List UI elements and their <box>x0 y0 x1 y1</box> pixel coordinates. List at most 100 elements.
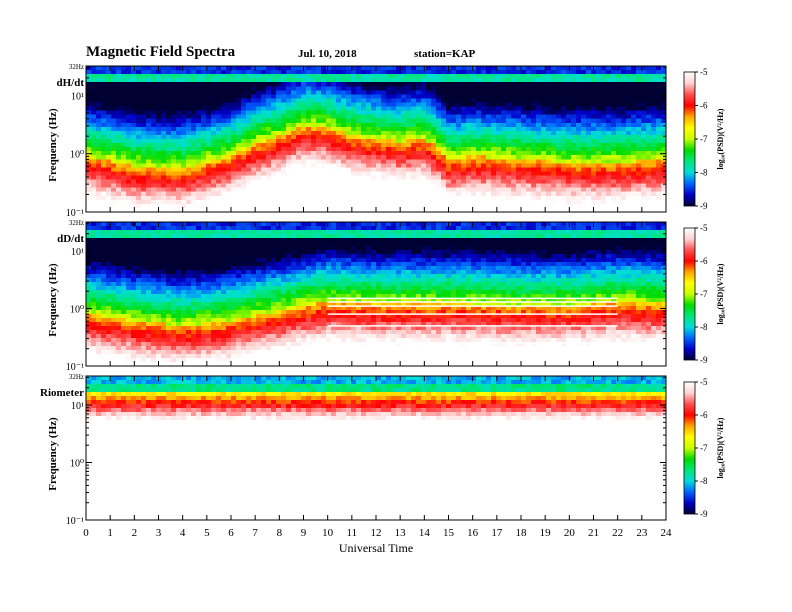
heatmap-cell <box>626 70 631 74</box>
heatmap-cell <box>526 180 531 184</box>
heatmap-cell <box>266 167 271 171</box>
heatmap-cell <box>371 127 376 131</box>
heatmap-cell <box>91 82 96 86</box>
heatmap-cell <box>406 94 411 98</box>
heatmap-cell <box>406 204 411 208</box>
heatmap-cell <box>166 350 171 354</box>
heatmap-cell <box>406 171 411 175</box>
heatmap-cell <box>186 180 191 184</box>
heatmap-cell <box>216 143 221 147</box>
heatmap-cell <box>586 163 591 167</box>
heatmap-cell <box>541 103 546 107</box>
heatmap-cell <box>396 139 401 143</box>
heatmap-cell <box>476 115 481 119</box>
heatmap-cell <box>131 78 136 82</box>
heatmap-cell <box>146 147 151 151</box>
heatmap-cell <box>236 151 241 155</box>
heatmap-cell <box>511 196 516 200</box>
heatmap-cell <box>401 86 406 90</box>
heatmap-cell <box>461 204 466 208</box>
heatmap-cell <box>571 176 576 180</box>
heatmap-cell <box>401 78 406 82</box>
heatmap-cell <box>96 358 101 362</box>
heatmap-cell <box>146 262 151 266</box>
heatmap-cell <box>121 171 126 175</box>
heatmap-cell <box>441 176 446 180</box>
heatmap-cell <box>186 176 191 180</box>
heatmap-cell <box>206 127 211 131</box>
heatmap-cell <box>371 98 376 102</box>
heatmap-cell <box>131 234 136 238</box>
heatmap-cell <box>421 86 426 90</box>
heatmap-cell <box>611 82 616 86</box>
heatmap-cell <box>411 171 416 175</box>
heatmap-cell <box>576 70 581 74</box>
heatmap-cell <box>181 74 186 78</box>
heatmap-cell <box>621 98 626 102</box>
heatmap-cell <box>181 200 186 204</box>
heatmap-cell <box>111 119 116 123</box>
heatmap-cell <box>161 135 166 139</box>
heatmap-cell <box>96 266 101 270</box>
heatmap-cell <box>216 86 221 90</box>
heatmap-cell <box>401 123 406 127</box>
heatmap-cell <box>231 135 236 139</box>
heatmap-cell <box>526 123 531 127</box>
heatmap-cell <box>301 82 306 86</box>
heatmap-cell <box>131 94 136 98</box>
heatmap-cell <box>361 171 366 175</box>
heatmap-cell <box>121 270 126 274</box>
heatmap-cell <box>91 238 96 242</box>
heatmap-cell <box>376 94 381 98</box>
heatmap-cell <box>221 119 226 123</box>
heatmap-cell <box>446 188 451 192</box>
heatmap-cell <box>266 86 271 90</box>
heatmap-cell <box>271 123 276 127</box>
heatmap-cell <box>316 192 321 196</box>
heatmap-cell <box>566 184 571 188</box>
heatmap-cell <box>166 242 171 246</box>
heatmap-cell <box>311 147 316 151</box>
heatmap-cell <box>211 151 216 155</box>
heatmap-cell <box>526 151 531 155</box>
heatmap-cell <box>531 90 536 94</box>
heatmap-cell <box>331 115 336 119</box>
heatmap-cell <box>426 98 431 102</box>
heatmap-cell <box>236 196 241 200</box>
heatmap-cell <box>526 78 531 82</box>
heatmap-cell <box>201 151 206 155</box>
heatmap-cell <box>116 131 121 135</box>
heatmap-cell <box>606 123 611 127</box>
heatmap-cell <box>601 135 606 139</box>
heatmap-cell <box>131 350 136 354</box>
heatmap-cell <box>166 147 171 151</box>
heatmap-cell <box>161 167 166 171</box>
heatmap-cell <box>456 90 461 94</box>
heatmap-cell <box>611 167 616 171</box>
heatmap-cell <box>311 103 316 107</box>
heatmap-cell <box>516 167 521 171</box>
heatmap-cell <box>626 107 631 111</box>
heatmap-cell <box>651 159 656 163</box>
heatmap-cell <box>166 230 171 234</box>
heatmap-cell <box>426 200 431 204</box>
heatmap-cell <box>616 167 621 171</box>
heatmap-cell <box>461 180 466 184</box>
heatmap-cell <box>251 188 256 192</box>
heatmap-cell <box>151 66 156 70</box>
heatmap-cell <box>251 192 256 196</box>
heatmap-cell <box>556 192 561 196</box>
heatmap-cell <box>416 163 421 167</box>
heatmap-cell <box>636 107 641 111</box>
heatmap-cell <box>151 322 156 326</box>
heatmap-cell <box>206 159 211 163</box>
heatmap-cell <box>571 155 576 159</box>
heatmap-cell <box>151 94 156 98</box>
heatmap-cell <box>166 123 171 127</box>
heatmap-cell <box>111 147 116 151</box>
heatmap-cell <box>161 238 166 242</box>
heatmap-cell <box>161 262 166 266</box>
heatmap-cell <box>166 254 171 258</box>
heatmap-cell <box>241 192 246 196</box>
heatmap-cell <box>651 171 656 175</box>
